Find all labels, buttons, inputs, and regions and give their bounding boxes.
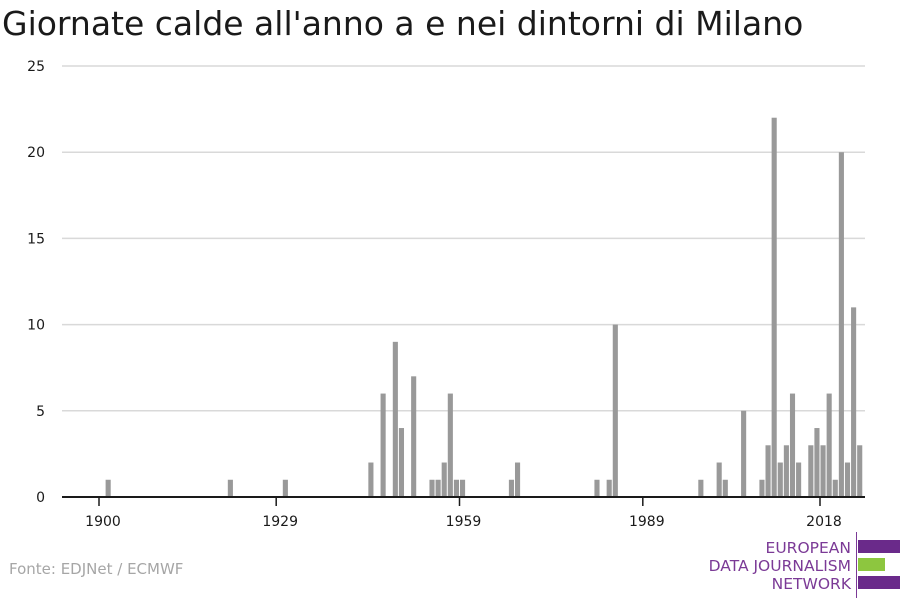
y-tick-label: 20 (27, 145, 45, 161)
bars (105, 117, 863, 497)
bar-2020[interactable] (832, 479, 838, 497)
y-tick-label: 15 (27, 231, 45, 247)
bar-2024[interactable] (857, 445, 863, 497)
x-tick-label: 1929 (262, 514, 298, 530)
bar-1959[interactable] (460, 479, 466, 497)
bar-1944[interactable] (368, 462, 374, 497)
gridlines (62, 65, 865, 412)
source-note: Fonte: EDJNet / ECMWF (9, 560, 184, 578)
bar-2008[interactable] (759, 479, 765, 497)
bar-2012[interactable] (783, 445, 789, 497)
bar-2009[interactable] (765, 445, 771, 497)
bar-1968[interactable] (514, 462, 521, 497)
logo-bar-green (858, 558, 885, 571)
bar-1948[interactable] (392, 341, 398, 497)
x-tick-label: 1959 (446, 514, 482, 530)
bar-2005[interactable] (741, 410, 747, 497)
y-tick-label: 25 (27, 59, 45, 75)
edjnet-logo[interactable]: EUROPEAN DATA JOURNALISM NETWORK (700, 530, 900, 600)
logo-text-european: EUROPEAN (765, 539, 851, 557)
bar-1984[interactable] (612, 324, 618, 497)
bar-1998[interactable] (698, 479, 704, 497)
bar-1946[interactable] (380, 393, 386, 497)
y-tick-label: 10 (27, 318, 45, 334)
bar-2011[interactable] (777, 462, 783, 497)
x-tick-label: 1900 (85, 514, 121, 530)
logo-text-data-journalism: DATA JOURNALISM (708, 557, 851, 575)
bar-2001[interactable] (716, 462, 722, 497)
bar-2021[interactable] (838, 152, 844, 497)
bar-1967[interactable] (508, 479, 514, 497)
bar-1921[interactable] (227, 479, 233, 497)
bar-1930[interactable] (282, 479, 288, 497)
logo-bar-purple-top (858, 540, 900, 553)
x-tick-label: 2018 (806, 514, 842, 530)
bar-2023[interactable] (851, 307, 857, 497)
bar-1983[interactable] (606, 479, 612, 497)
bar-2010[interactable] (771, 117, 777, 497)
logo-divider (856, 532, 857, 598)
y-tick-label: 0 (36, 490, 45, 506)
bar-2016[interactable] (808, 445, 814, 497)
bar-2014[interactable] (796, 462, 802, 497)
axes: 0 5 10 15 20 25 1900 1929 1959 1989 2018 (27, 59, 865, 530)
bar-1949[interactable] (398, 428, 405, 497)
bar-1951[interactable] (411, 376, 417, 497)
bar-1956[interactable] (441, 462, 447, 497)
y-tick-label: 5 (36, 404, 45, 420)
logo-bar-purple-bottom (858, 576, 900, 589)
bar-1954[interactable] (429, 479, 435, 497)
bar-1957[interactable] (447, 393, 453, 497)
bar-2018[interactable] (820, 445, 826, 497)
chart-title: Giornate calde all'anno a e nei dintorni… (2, 4, 804, 43)
bar-2002[interactable] (722, 479, 728, 497)
bar-2019[interactable] (826, 393, 832, 497)
bar-1955[interactable] (435, 479, 441, 497)
bar-2017[interactable] (814, 428, 820, 497)
x-tick-label: 1989 (629, 514, 665, 530)
bar-2013[interactable] (789, 393, 796, 497)
bar-1981[interactable] (594, 479, 600, 497)
bar-1901[interactable] (105, 479, 111, 497)
logo-text-network: NETWORK (771, 575, 851, 593)
bar-1958[interactable] (453, 479, 459, 497)
bar-2022[interactable] (844, 462, 851, 497)
